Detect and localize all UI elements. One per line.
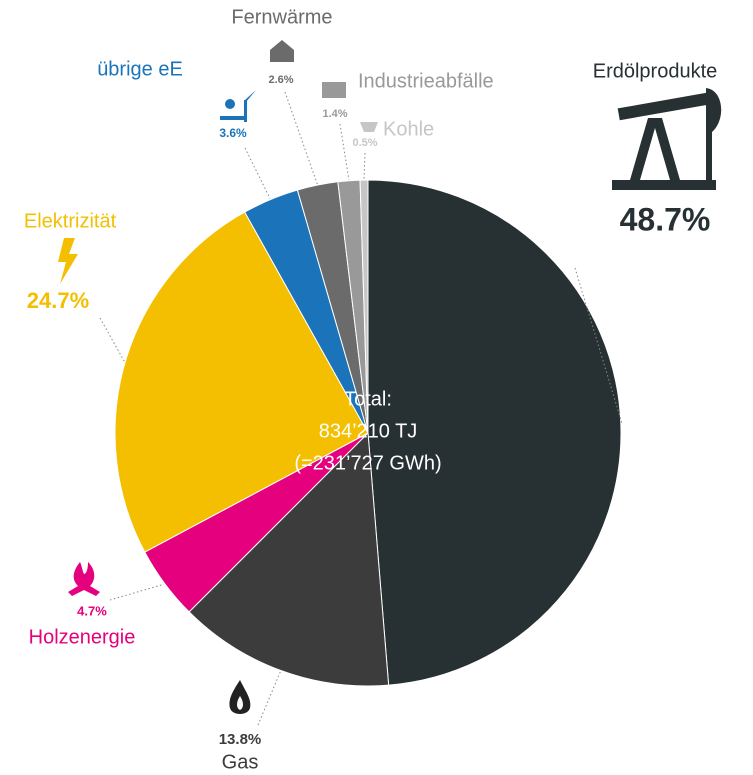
cart-icon (360, 122, 378, 132)
leader-line (244, 147, 271, 199)
slice-value-label: 0.5% (352, 137, 377, 149)
slice-value-label: 24.7% (27, 288, 89, 313)
slice-value-label: 13.8% (219, 731, 262, 748)
leader-line (284, 91, 318, 185)
leader-line (574, 267, 623, 423)
slice-name: Fernwärme (231, 6, 332, 28)
slice-name: Elektrizität (24, 210, 117, 232)
fire-icon (68, 562, 100, 596)
flame-icon (229, 680, 251, 714)
slice-name: Industrieabfälle (358, 70, 494, 92)
leader-line (363, 152, 366, 180)
renewable-icon (220, 86, 256, 122)
slice-name: übrige eE (97, 58, 183, 80)
pie-slice (188, 431, 390, 687)
lightning-icon (58, 238, 78, 284)
pie-slice (114, 211, 369, 553)
slice-name: Kohle (383, 118, 434, 140)
leader-line (109, 583, 165, 601)
slice-value-label: 3.6% (219, 126, 247, 140)
icons (58, 40, 722, 714)
center-text: Total: (344, 388, 392, 410)
slice-name: Erdölprodukte (593, 60, 718, 82)
slice-value-label: 4.7% (77, 603, 107, 618)
oil-pump-icon (612, 88, 722, 190)
factory-icon (322, 82, 346, 98)
pie-slice (367, 179, 622, 686)
leader-line (257, 671, 281, 726)
slice-name: Holzenergie (29, 626, 136, 648)
house-icon (270, 40, 294, 62)
center-text: 834’210 TJ (319, 420, 418, 442)
slice-value-label: 1.4% (322, 108, 347, 120)
slice-value-label: 48.7% (620, 201, 711, 237)
pie-slice (359, 179, 369, 434)
leader-line (99, 317, 125, 362)
leader-line (339, 123, 350, 180)
center-text: (=231’727 GWh) (294, 452, 441, 474)
slice-value-label: 2.6% (268, 74, 293, 86)
slice-name: Gas (222, 751, 259, 773)
